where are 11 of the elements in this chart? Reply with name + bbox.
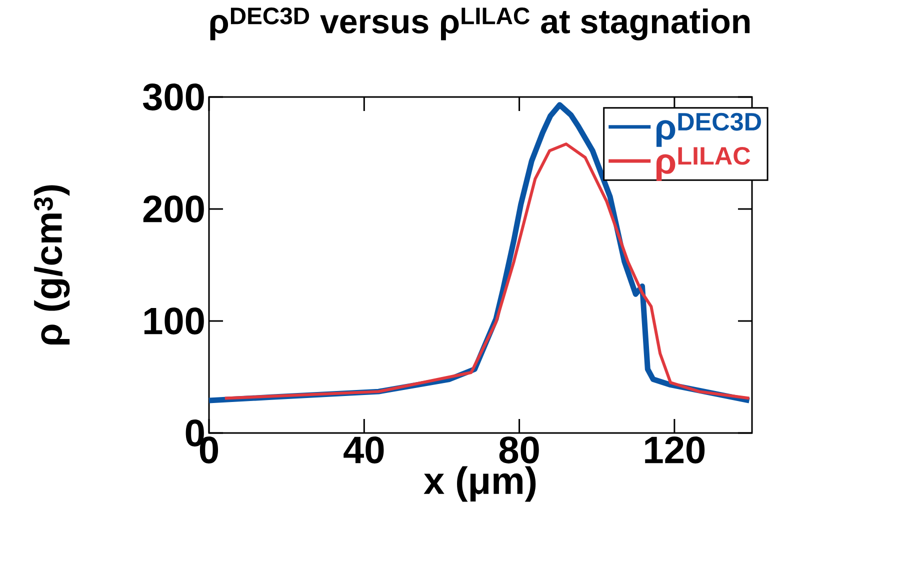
y-tick-label: 100	[144, 308, 204, 334]
x-tick-label: 40	[344, 436, 384, 464]
legend-label: ρ$^{DEC3D}$	[656, 112, 761, 147]
y-tick-label: 300	[142, 84, 204, 110]
y-tick-label: 200	[143, 196, 204, 222]
chart-title: ρ$^{DEC3D}$ versus ρ$^{LILAC}$ at stagnation	[210, 8, 750, 40]
x-axis-title: x (μm)	[424, 466, 536, 502]
x-tick-label: 120	[645, 436, 705, 464]
x-tick-label: 80	[499, 436, 539, 464]
legend-label: ρ$^{LILAC}$	[656, 146, 750, 182]
y-axis-title: ρ (g/cm$^{3}$)	[34, 185, 70, 344]
